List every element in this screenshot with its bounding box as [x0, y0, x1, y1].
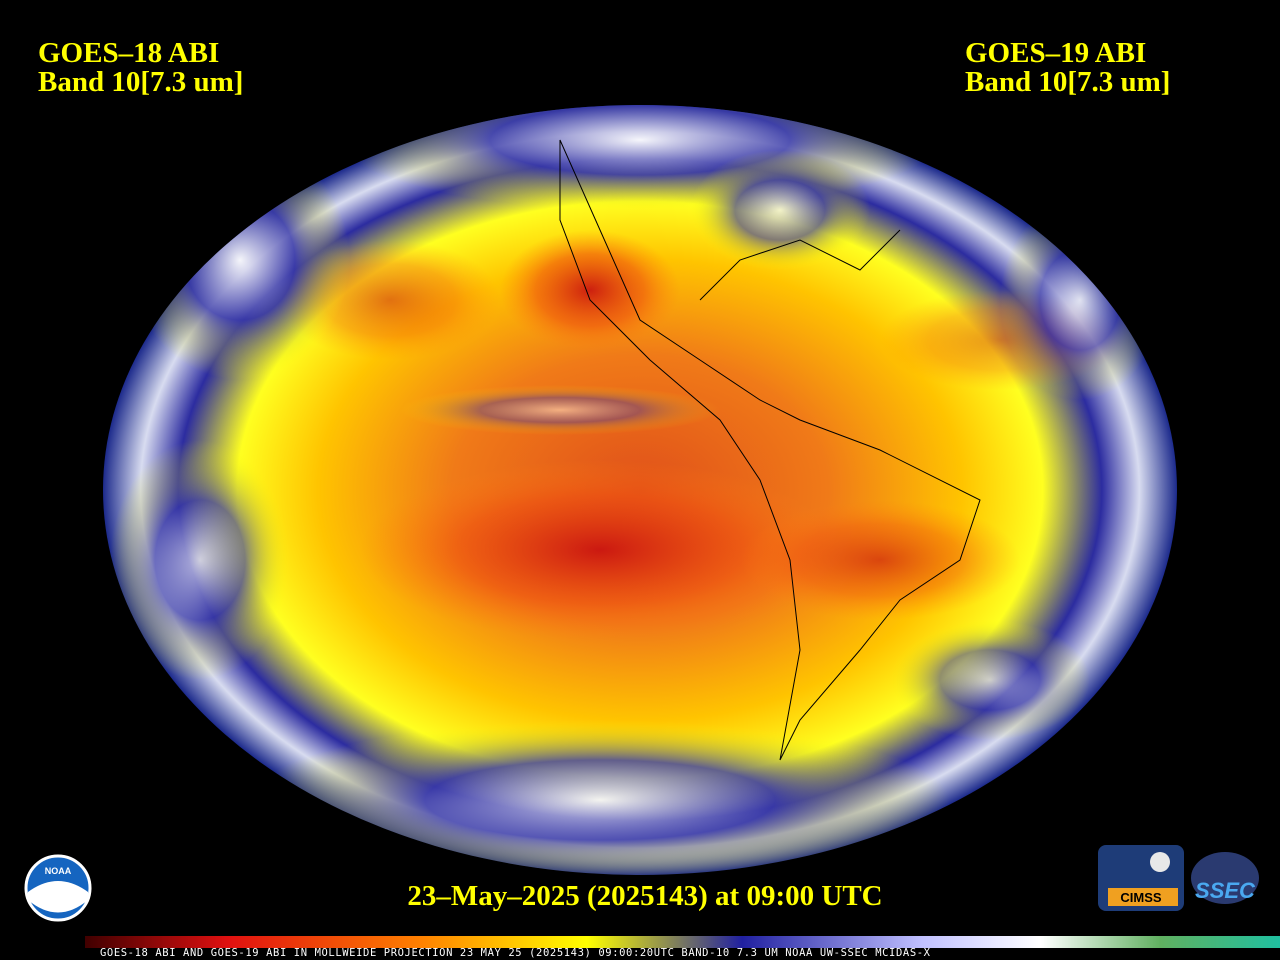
right-satellite: GOES–19 ABI	[965, 37, 1146, 69]
ssec-logo: SSEC	[1191, 852, 1259, 904]
right-band: Band 10[7.3 um]	[965, 66, 1170, 98]
left-satellite: GOES–18 ABI	[38, 37, 219, 69]
cimss-text: CIMSS	[1120, 890, 1162, 905]
footer-caption: GOES-18 ABI AND GOES-19 ABI IN MOLLWEIDE…	[100, 947, 931, 959]
noaa-text: NOAA	[45, 866, 72, 876]
timestamp: 23–May–2025 (2025143) at 09:00 UTC	[407, 880, 882, 912]
weather-features	[110, 105, 1160, 875]
left-band: Band 10[7.3 um]	[38, 66, 243, 98]
noaa-logo: NOAA	[24, 854, 92, 922]
color-bar	[85, 936, 1280, 948]
cimss-logo: CIMSS	[1098, 845, 1184, 911]
ssec-text: SSEC	[1195, 878, 1256, 903]
